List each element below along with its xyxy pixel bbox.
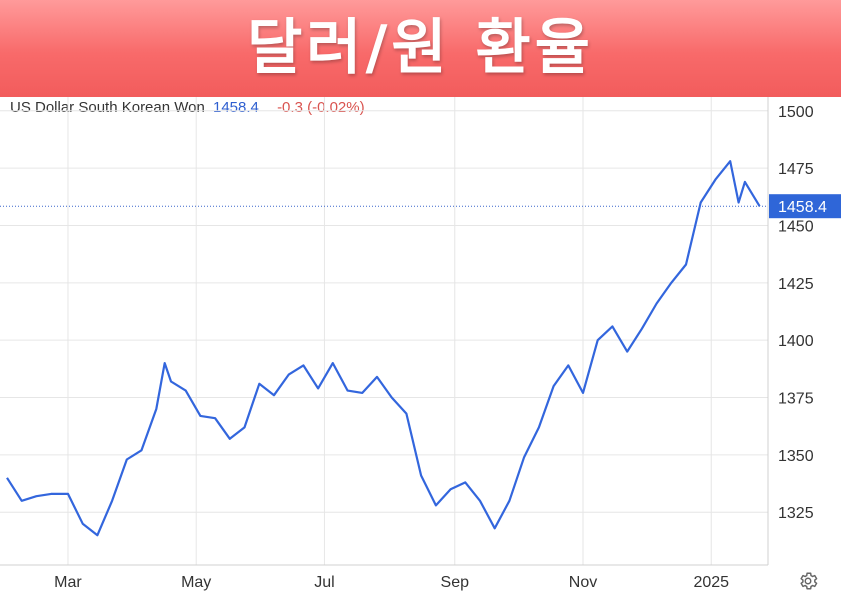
legend-price: 1458.4 [213,99,259,116]
y-tick-label: 1400 [778,333,814,350]
y-tick-label: 1475 [778,161,814,178]
x-tick-label: Jul [314,574,334,591]
instrument-name: US Dollar South Korean Won [10,99,205,116]
x-tick-label: 2025 [693,574,729,591]
y-tick-label: 1425 [778,276,814,293]
y-tick-label: 1350 [778,448,814,465]
legend-change: -0.3 (-0.02%) [277,99,365,116]
y-tick-label: 1325 [778,505,814,522]
line-chart[interactable]: 1325 1350 1375 1400 1425 1450 1475 1500 Mar May Ju… [0,97,841,595]
last-value-label: 1458.4 [778,199,827,216]
gear-icon[interactable] [797,570,819,592]
y-tick-label: 1375 [778,391,814,408]
banner-title: 달러/원 환율 [247,13,594,83]
y-tick-label: 1500 [778,104,814,121]
x-tick-label: Nov [569,574,597,591]
title-banner: 달러/원 환율 [0,0,841,97]
last-value-tag [769,194,841,219]
y-tick-label: 1450 [778,218,814,235]
x-tick-label: Sep [441,574,470,591]
x-tick-label: May [181,574,211,591]
chart-legend: US Dollar South Korean Won 1458.4 -0.3 (… [10,97,365,119]
series-line [6,160,761,537]
x-tick-label: Mar [54,574,82,591]
